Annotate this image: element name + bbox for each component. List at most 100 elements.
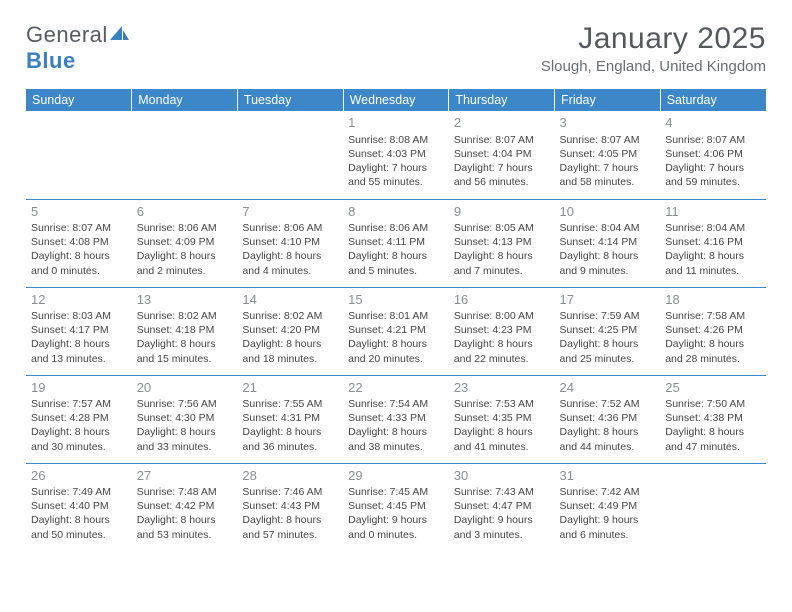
logo-text-gray: General xyxy=(26,22,108,47)
sunset-line: Sunset: 4:03 PM xyxy=(348,147,444,161)
sunrise-line: Sunrise: 7:53 AM xyxy=(454,397,550,411)
daylight-line-2: and 58 minutes. xyxy=(560,175,656,189)
calendar-cell xyxy=(132,111,238,199)
daylight-line-2: and 18 minutes. xyxy=(242,352,338,366)
day-number: 3 xyxy=(560,114,656,132)
calendar-cell: 24Sunrise: 7:52 AMSunset: 4:36 PMDayligh… xyxy=(555,375,661,463)
daylight-line-2: and 4 minutes. xyxy=(242,264,338,278)
daylight-line-1: Daylight: 8 hours xyxy=(560,249,656,263)
calendar-cell: 18Sunrise: 7:58 AMSunset: 4:26 PMDayligh… xyxy=(660,287,766,375)
daylight-line-2: and 47 minutes. xyxy=(665,440,761,454)
day-number: 9 xyxy=(454,203,550,221)
day-header-row: SundayMondayTuesdayWednesdayThursdayFrid… xyxy=(26,89,766,111)
day-number: 23 xyxy=(454,379,550,397)
daylight-line-1: Daylight: 8 hours xyxy=(242,249,338,263)
daylight-line-2: and 59 minutes. xyxy=(665,175,761,189)
daylight-line-2: and 22 minutes. xyxy=(454,352,550,366)
daylight-line-1: Daylight: 7 hours xyxy=(454,161,550,175)
daylight-line-2: and 36 minutes. xyxy=(242,440,338,454)
daylight-line-2: and 44 minutes. xyxy=(560,440,656,454)
calendar-cell: 19Sunrise: 7:57 AMSunset: 4:28 PMDayligh… xyxy=(26,375,132,463)
day-number: 25 xyxy=(665,379,761,397)
sunset-line: Sunset: 4:31 PM xyxy=(242,411,338,425)
sunrise-line: Sunrise: 8:08 AM xyxy=(348,133,444,147)
day-number: 4 xyxy=(665,114,761,132)
day-header: Saturday xyxy=(660,89,766,111)
daylight-line-2: and 3 minutes. xyxy=(454,528,550,542)
sunrise-line: Sunrise: 7:42 AM xyxy=(560,485,656,499)
day-header: Friday xyxy=(555,89,661,111)
day-number: 1 xyxy=(348,114,444,132)
daylight-line-1: Daylight: 8 hours xyxy=(348,337,444,351)
daylight-line-1: Daylight: 8 hours xyxy=(560,337,656,351)
sunset-line: Sunset: 4:23 PM xyxy=(454,323,550,337)
day-number: 15 xyxy=(348,291,444,309)
calendar-week-row: 12Sunrise: 8:03 AMSunset: 4:17 PMDayligh… xyxy=(26,287,766,375)
daylight-line-1: Daylight: 8 hours xyxy=(665,425,761,439)
calendar-cell xyxy=(26,111,132,199)
sunset-line: Sunset: 4:30 PM xyxy=(137,411,233,425)
sunrise-line: Sunrise: 7:48 AM xyxy=(137,485,233,499)
day-number: 18 xyxy=(665,291,761,309)
day-header: Monday xyxy=(132,89,238,111)
sunset-line: Sunset: 4:05 PM xyxy=(560,147,656,161)
daylight-line-2: and 55 minutes. xyxy=(348,175,444,189)
sunset-line: Sunset: 4:06 PM xyxy=(665,147,761,161)
sunrise-line: Sunrise: 8:00 AM xyxy=(454,309,550,323)
calendar-cell: 30Sunrise: 7:43 AMSunset: 4:47 PMDayligh… xyxy=(449,463,555,551)
calendar-cell xyxy=(660,463,766,551)
day-number: 22 xyxy=(348,379,444,397)
sunrise-line: Sunrise: 7:56 AM xyxy=(137,397,233,411)
calendar-cell: 21Sunrise: 7:55 AMSunset: 4:31 PMDayligh… xyxy=(237,375,343,463)
sunset-line: Sunset: 4:35 PM xyxy=(454,411,550,425)
calendar-cell: 22Sunrise: 7:54 AMSunset: 4:33 PMDayligh… xyxy=(343,375,449,463)
daylight-line-1: Daylight: 9 hours xyxy=(454,513,550,527)
calendar-cell: 20Sunrise: 7:56 AMSunset: 4:30 PMDayligh… xyxy=(132,375,238,463)
calendar-week-row: 19Sunrise: 7:57 AMSunset: 4:28 PMDayligh… xyxy=(26,375,766,463)
daylight-line-1: Daylight: 8 hours xyxy=(665,249,761,263)
calendar-cell: 16Sunrise: 8:00 AMSunset: 4:23 PMDayligh… xyxy=(449,287,555,375)
location: Slough, England, United Kingdom xyxy=(541,58,766,75)
daylight-line-2: and 11 minutes. xyxy=(665,264,761,278)
sunset-line: Sunset: 4:13 PM xyxy=(454,235,550,249)
calendar-page: GeneralBlue January 2025 Slough, England… xyxy=(0,0,792,561)
sunrise-line: Sunrise: 8:07 AM xyxy=(454,133,550,147)
sunrise-line: Sunrise: 7:58 AM xyxy=(665,309,761,323)
sunrise-line: Sunrise: 8:04 AM xyxy=(560,221,656,235)
day-header: Sunday xyxy=(26,89,132,111)
sunset-line: Sunset: 4:14 PM xyxy=(560,235,656,249)
calendar-table: SundayMondayTuesdayWednesdayThursdayFrid… xyxy=(26,89,766,551)
daylight-line-1: Daylight: 7 hours xyxy=(348,161,444,175)
daylight-line-1: Daylight: 8 hours xyxy=(137,337,233,351)
daylight-line-2: and 53 minutes. xyxy=(137,528,233,542)
calendar-cell: 11Sunrise: 8:04 AMSunset: 4:16 PMDayligh… xyxy=(660,199,766,287)
day-number: 6 xyxy=(137,203,233,221)
day-number: 28 xyxy=(242,467,338,485)
calendar-cell: 9Sunrise: 8:05 AMSunset: 4:13 PMDaylight… xyxy=(449,199,555,287)
calendar-cell: 1Sunrise: 8:08 AMSunset: 4:03 PMDaylight… xyxy=(343,111,449,199)
calendar-cell: 27Sunrise: 7:48 AMSunset: 4:42 PMDayligh… xyxy=(132,463,238,551)
daylight-line-1: Daylight: 8 hours xyxy=(454,337,550,351)
daylight-line-1: Daylight: 8 hours xyxy=(31,337,127,351)
logo-text-blue: Blue xyxy=(26,48,76,73)
day-header: Tuesday xyxy=(237,89,343,111)
daylight-line-2: and 0 minutes. xyxy=(31,264,127,278)
day-number: 7 xyxy=(242,203,338,221)
title-block: January 2025 Slough, England, United Kin… xyxy=(541,22,766,75)
month-title: January 2025 xyxy=(541,22,766,56)
daylight-line-1: Daylight: 8 hours xyxy=(31,513,127,527)
sunset-line: Sunset: 4:45 PM xyxy=(348,499,444,513)
calendar-cell: 10Sunrise: 8:04 AMSunset: 4:14 PMDayligh… xyxy=(555,199,661,287)
calendar-cell: 2Sunrise: 8:07 AMSunset: 4:04 PMDaylight… xyxy=(449,111,555,199)
sunset-line: Sunset: 4:43 PM xyxy=(242,499,338,513)
daylight-line-1: Daylight: 8 hours xyxy=(137,513,233,527)
daylight-line-1: Daylight: 8 hours xyxy=(665,337,761,351)
calendar-cell: 25Sunrise: 7:50 AMSunset: 4:38 PMDayligh… xyxy=(660,375,766,463)
daylight-line-2: and 5 minutes. xyxy=(348,264,444,278)
day-number: 11 xyxy=(665,203,761,221)
sunrise-line: Sunrise: 8:03 AM xyxy=(31,309,127,323)
day-number: 13 xyxy=(137,291,233,309)
day-number: 24 xyxy=(560,379,656,397)
calendar-cell: 5Sunrise: 8:07 AMSunset: 4:08 PMDaylight… xyxy=(26,199,132,287)
daylight-line-2: and 9 minutes. xyxy=(560,264,656,278)
